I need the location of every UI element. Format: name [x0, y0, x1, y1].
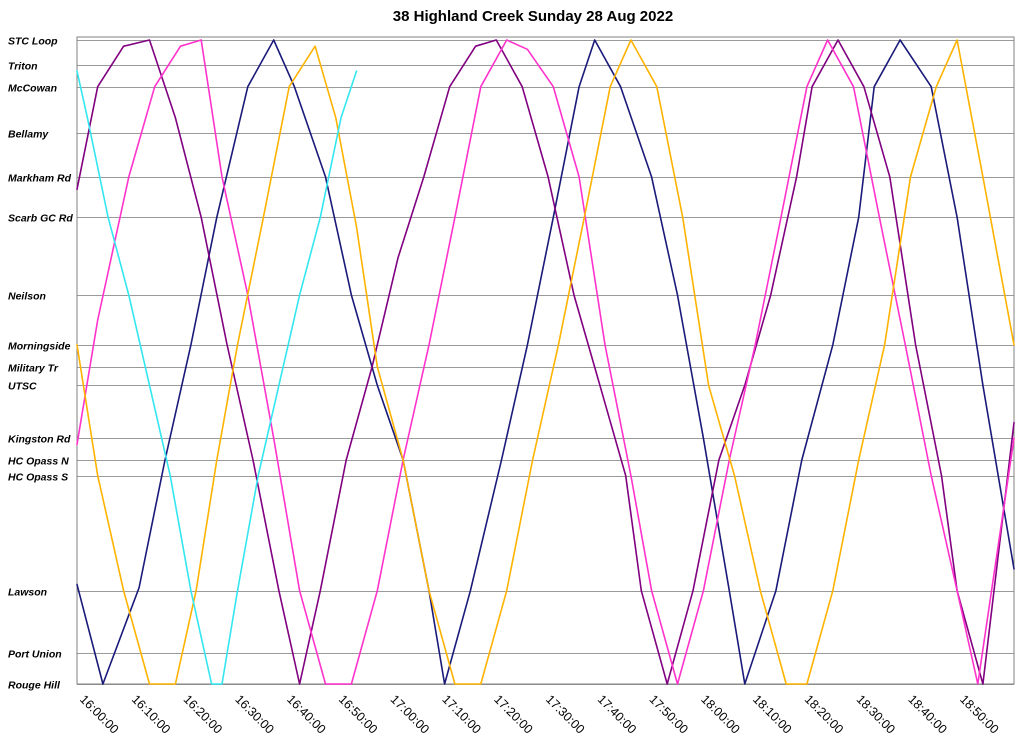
time-tick-label: 18:50:00	[957, 692, 1001, 736]
time-tick-label: 16:40:00	[284, 692, 328, 736]
stop-label: STC Loop	[8, 36, 58, 48]
stop-label: Scarb GC Rd	[8, 213, 73, 225]
stop-label: UTSC	[8, 381, 37, 393]
stop-label: Triton	[8, 61, 38, 73]
stop-labels: STC Loop Triton McCowan Bellamy Markham Rd Sc…	[8, 36, 73, 692]
stop-label: HC Opass N	[8, 456, 69, 468]
stop-label: Military Tr	[8, 363, 59, 375]
stop-label: Markham Rd	[8, 173, 72, 185]
plot-area-frame	[76, 36, 1015, 685]
time-tick-label: 18:00:00	[698, 692, 742, 736]
time-tick-label: 18:40:00	[905, 692, 949, 736]
time-tick-label: 17:40:00	[595, 692, 639, 736]
stop-label: Lawson	[8, 587, 47, 599]
stop-label: Neilson	[8, 291, 46, 303]
stop-label: Rouge Hill	[8, 680, 61, 692]
time-tick-label: 16:20:00	[181, 692, 225, 736]
trip-series-line-1	[76, 39, 1015, 685]
time-tick-label: 17:50:00	[647, 692, 691, 736]
trip-series-line-4	[76, 39, 1015, 685]
time-tick-label: 16:30:00	[232, 692, 276, 736]
time-tick-label: 17:00:00	[388, 692, 432, 736]
time-tick-label: 16:10:00	[129, 692, 173, 736]
time-tick-label: 17:20:00	[491, 692, 535, 736]
time-tick-label: 18:20:00	[802, 692, 846, 736]
stop-label: Bellamy	[8, 129, 49, 141]
stop-label: Port Union	[8, 649, 62, 661]
stop-label: McCowan	[8, 83, 57, 95]
time-tick-label: 18:10:00	[750, 692, 794, 736]
chart-title: 38 Highland Creek Sunday 28 Aug 2022	[393, 8, 673, 25]
series-lines	[76, 39, 1015, 685]
stop-label: Morningside	[8, 341, 71, 353]
trip-series-line-3	[76, 39, 1015, 685]
trip-series-line-2	[76, 39, 1015, 685]
time-tick-label: 17:10:00	[439, 692, 483, 736]
trip-series-line-5	[76, 70, 358, 685]
stop-label: Kingston Rd	[8, 434, 71, 446]
time-tick-label: 16:50:00	[336, 692, 380, 736]
time-tick-label: 18:30:00	[854, 692, 898, 736]
gridlines	[77, 40, 1014, 685]
stop-label: HC Opass S	[8, 472, 68, 484]
time-tick-label: 17:30:00	[543, 692, 587, 736]
time-axis-labels: 16:00:00 16:10:00 16:20:00 16:30:00 16:40:00…	[77, 692, 1001, 736]
time-tick-label: 16:00:00	[77, 692, 121, 736]
